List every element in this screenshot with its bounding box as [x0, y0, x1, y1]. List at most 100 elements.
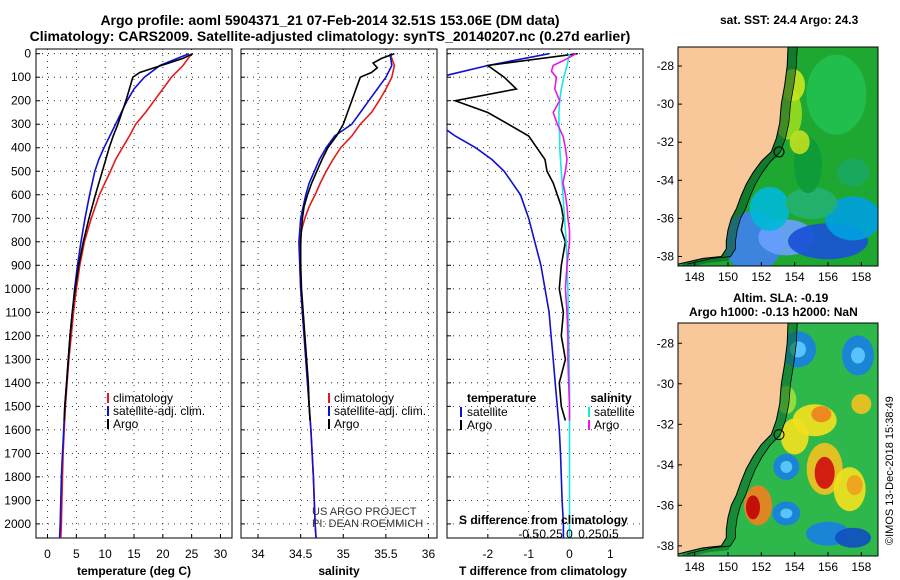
depth-tick-label-1500: 1500 — [4, 399, 31, 413]
sla-map-title-line2: Argo h1000: -0.13 h2000: NaN — [689, 305, 858, 319]
sla-map-frame — [677, 322, 879, 557]
temperature-plot-frame — [35, 48, 233, 539]
sla-ytick-label-0: -28 — [657, 336, 675, 350]
panel-differences: -2 -1 0 1 T difference from climatology — [446, 48, 644, 578]
sla-isobath — [687, 323, 798, 555]
temperature-x-axis-label: temperature (deg C) — [77, 564, 191, 578]
differences-x-axis-label: T difference from climatology — [459, 564, 627, 578]
diff-s-axis-label: S difference from climatology — [459, 513, 628, 527]
sst-patch-10 — [806, 54, 867, 135]
salinity-legend-label-0: climatology — [334, 391, 394, 405]
salinity-annotation-0: US ARGO PROJECT — [312, 506, 417, 518]
salinity-xtick-label-3: 35.5 — [374, 547, 398, 561]
sst-xtick-label-1: 150 — [718, 270, 738, 284]
depth-tick-label-300: 300 — [11, 117, 31, 131]
depth-tick-label-100: 100 — [11, 70, 31, 84]
sla-patch-9 — [814, 456, 835, 489]
differences-xtick-label-0: -2 — [482, 547, 493, 561]
sst-map-frame — [677, 46, 879, 267]
sla-patch-11 — [780, 460, 793, 473]
sla-patch-5 — [811, 406, 832, 423]
sla-map-title-line1: Altim. SLA: -0.19 — [733, 291, 829, 305]
diff-legend-t-label-0: satellite — [467, 405, 508, 419]
depth-tick-label-500: 500 — [11, 164, 31, 178]
sst-ytick-label-5: -38 — [657, 249, 675, 263]
sla-patch-7 — [780, 418, 809, 455]
differences-xtick-label-3: 1 — [607, 547, 614, 561]
sst-patch-7 — [837, 158, 869, 187]
sla-ytick-label-5: -38 — [657, 539, 675, 553]
sla-xtick-label-5: 158 — [851, 560, 871, 574]
chart-title-line2: Climatology: CARS2009. Satellite-adjuste… — [29, 28, 631, 44]
diff-legend-s-label-0: satellite — [594, 405, 635, 419]
differences-series-temperature-argo — [452, 52, 578, 421]
diff-s-tick-label-1: -0.25 — [535, 527, 563, 541]
depth-tick-label-1900: 1900 — [4, 493, 31, 507]
sst-ytick-label-4: -36 — [657, 211, 675, 225]
depth-tick-label-1300: 1300 — [4, 352, 31, 366]
sst-patch-3 — [825, 196, 878, 241]
salinity-annotation-1: PI: DEAN ROEMMICH — [312, 518, 423, 530]
sst-xtick-label-5: 158 — [851, 270, 871, 284]
depth-tick-label-1400: 1400 — [4, 376, 31, 390]
sst-ytick-label-3: -34 — [657, 173, 675, 187]
diff-s-tick-label-0: -0.5 — [518, 527, 539, 541]
temperature-xtick-label-2: 10 — [98, 547, 112, 561]
salinity-xtick-label-2: 35 — [337, 547, 351, 561]
salinity-series-argo — [299, 52, 395, 421]
depth-tick-label-1700: 1700 — [4, 446, 31, 460]
panel-temperature: 0 5 10 15 20 25 30 temperature (deg C) — [35, 48, 233, 578]
sst-xtick-label-4: 156 — [818, 270, 838, 284]
depth-tick-label-900: 900 — [11, 258, 31, 272]
sst-ytick-label-1: -30 — [657, 97, 675, 111]
sla-ytick-label-2: -32 — [657, 417, 675, 431]
temperature-legend-label-2: Argo — [113, 417, 139, 431]
temperature-xtick-label-1: 5 — [73, 547, 80, 561]
sla-patch-17 — [846, 475, 863, 496]
sla-ytick-label-3: -34 — [657, 458, 675, 472]
sla-xtick-label-3: 154 — [785, 560, 805, 574]
depth-tick-label-1800: 1800 — [4, 470, 31, 484]
sla-land — [678, 323, 789, 556]
sla-patch-6 — [851, 394, 872, 415]
temperature-xtick-label-4: 20 — [156, 547, 170, 561]
sla-map — [678, 323, 878, 556]
sst-patch-5 — [785, 187, 838, 220]
depth-tick-label-600: 600 — [11, 188, 31, 202]
salinity-legend-label-2: Argo — [334, 417, 360, 431]
sst-land — [678, 47, 789, 266]
diff-legend-salinity-title: salinity — [590, 391, 632, 405]
temperature-xtick-label-0: 0 — [44, 547, 51, 561]
depth-tick-label-700: 700 — [11, 211, 31, 225]
sla-shelf-band — [681, 323, 797, 556]
sst-xtick-label-3: 154 — [785, 270, 805, 284]
sla-xtick-label-2: 152 — [751, 560, 771, 574]
sst-xtick-label-2: 152 — [751, 270, 771, 284]
temperature-series-argo — [63, 52, 194, 421]
diff-legend-s-label-1: Argo — [594, 418, 620, 432]
sst-map-title: sat. SST: 24.4 Argo: 24.3 — [720, 13, 859, 27]
salinity-x-axis-label: salinity — [318, 564, 360, 578]
sst-profile-marker — [773, 146, 785, 158]
sst-xtick-label-0: 148 — [685, 270, 705, 284]
diff-s-tick-label-4: 0.5 — [602, 527, 619, 541]
salinity-xtick-label-4: 36 — [422, 547, 436, 561]
chart-title-line1: Argo profile: aoml 5904371_21 07-Feb-201… — [100, 12, 560, 28]
depth-tick-label-1600: 1600 — [4, 423, 31, 437]
credit-text: ©IMOS 13-Dec-2018 15:38:49 — [884, 396, 896, 545]
depth-tick-label-1100: 1100 — [5, 305, 31, 319]
sst-shelf-band — [681, 47, 797, 266]
sla-xtick-label-4: 156 — [818, 560, 838, 574]
differences-series-temperature-satellite — [447, 52, 565, 538]
sst-ytick-label-2: -32 — [657, 135, 675, 149]
depth-tick-label-1200: 1200 — [4, 329, 31, 343]
depth-tick-label-1000: 1000 — [4, 282, 31, 296]
sst-isobath — [687, 47, 798, 265]
temperature-xtick-label-3: 15 — [127, 547, 141, 561]
depth-tick-label-0: 0 — [24, 47, 31, 61]
diff-legend-t-label-1: Argo — [467, 418, 493, 432]
differences-xtick-label-1: -1 — [523, 547, 534, 561]
sla-patch-19 — [835, 527, 871, 548]
sla-xtick-label-0: 148 — [685, 560, 705, 574]
